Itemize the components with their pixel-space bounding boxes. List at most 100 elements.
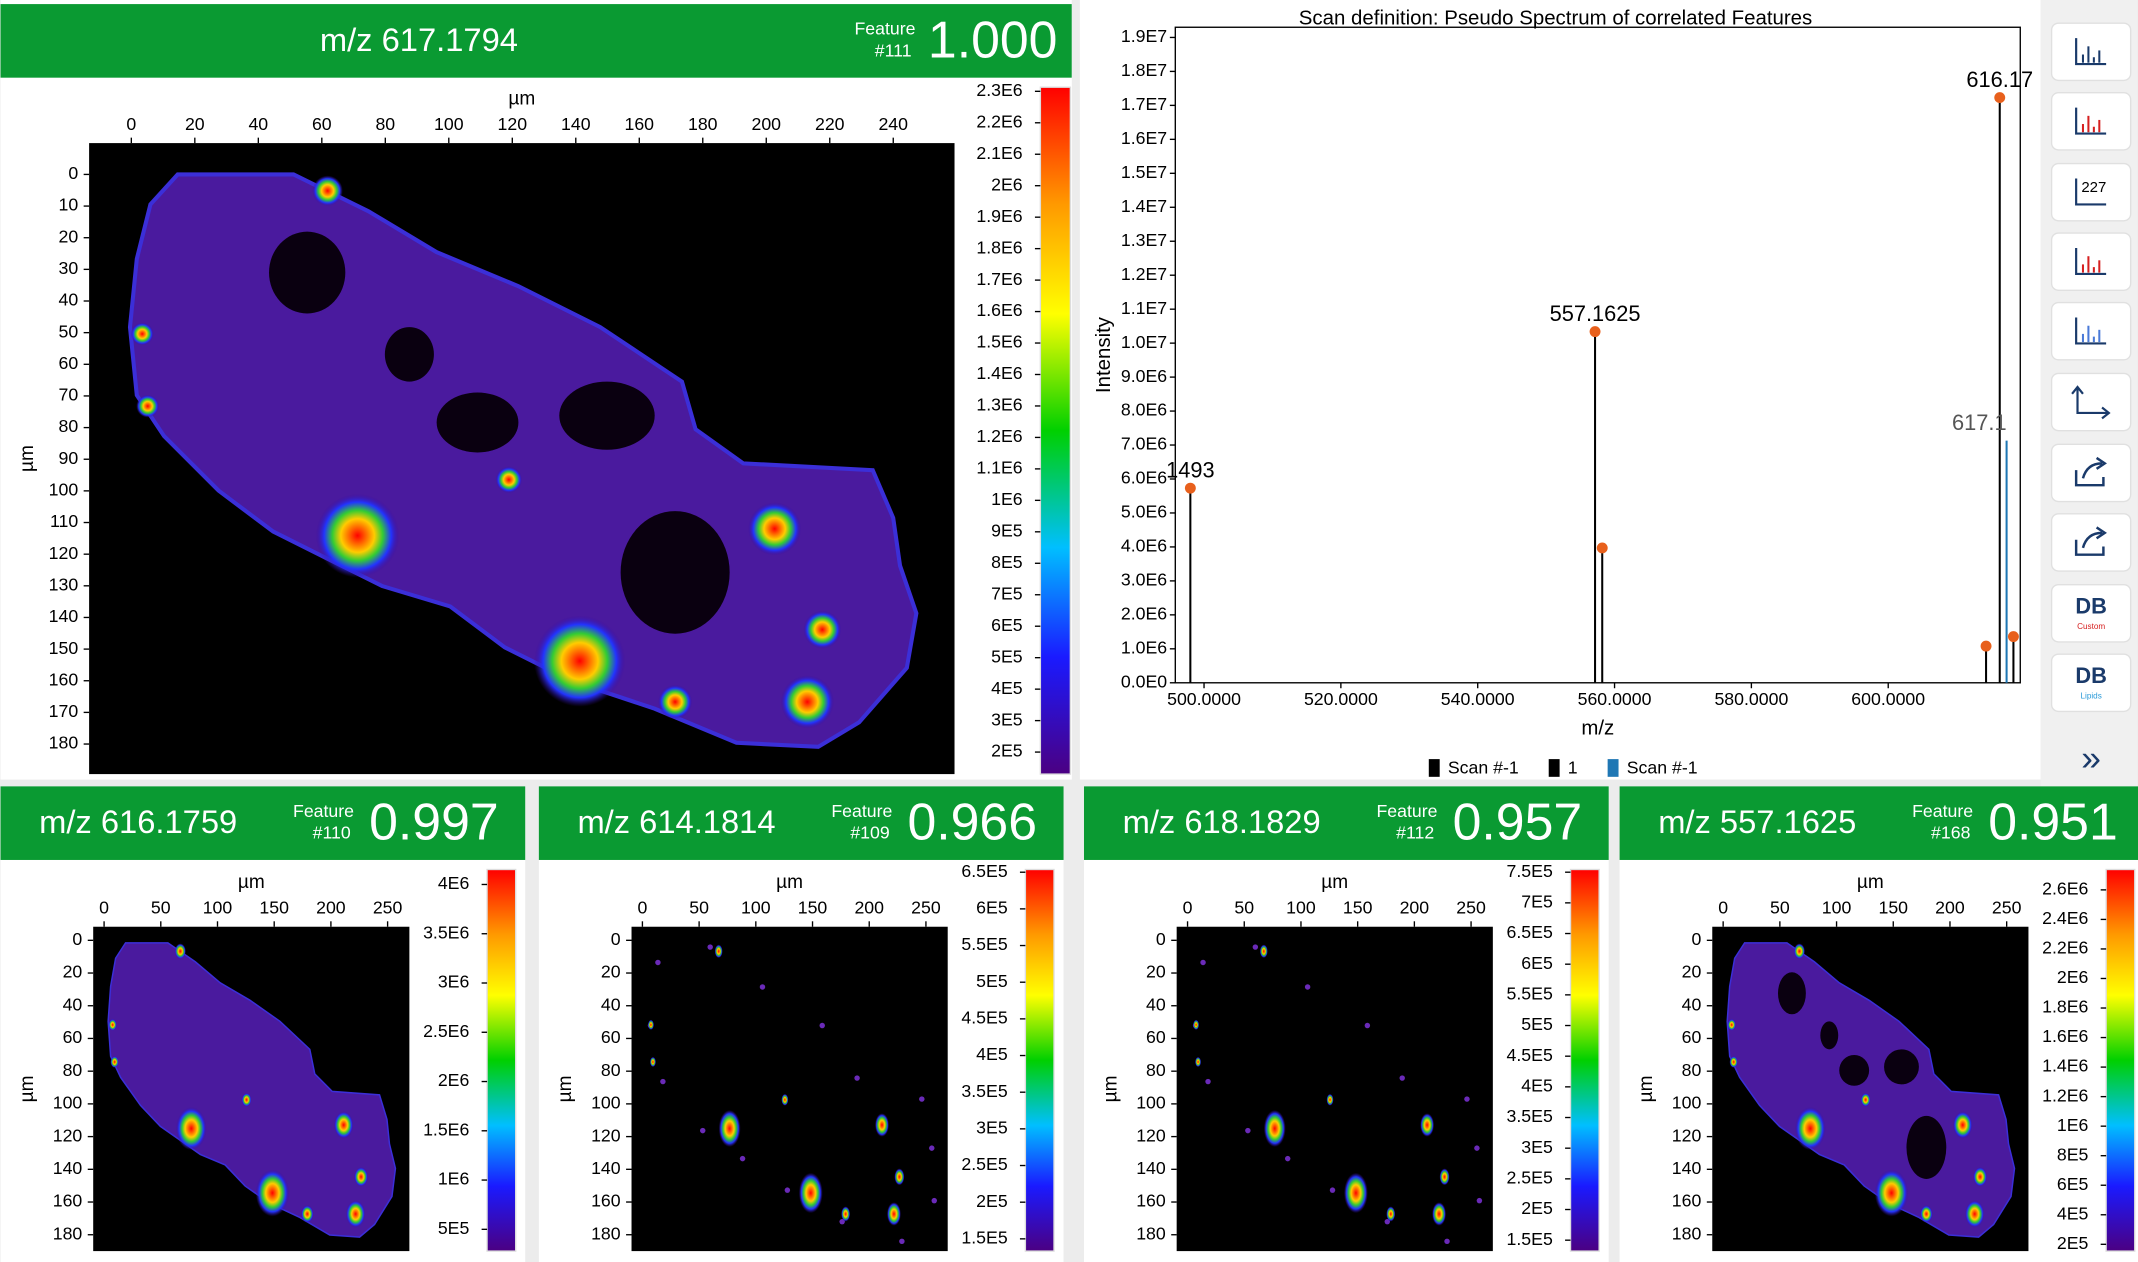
colorbar-tick-label: 1.8E6 (976, 237, 1022, 257)
speckle (899, 1238, 905, 1245)
peak-marker (1994, 92, 2006, 104)
colorbar-tick-label: 3.5E5 (1507, 1106, 1553, 1126)
y-tick-label: 10 (59, 195, 79, 215)
x-tick-label: 50 (1234, 898, 1254, 918)
hotspot (130, 322, 154, 346)
tissue-hole (269, 231, 346, 314)
y-tick-label: 100 (1672, 1093, 1702, 1113)
hotspot (1420, 1113, 1435, 1137)
toolbar-button[interactable] (2050, 91, 2132, 151)
colorbar-tick-label: 5.5E5 (961, 934, 1007, 954)
x-tick-label: 150 (1343, 898, 1373, 918)
x-tick-label: 50 (1770, 898, 1790, 918)
y-tick-label: 0 (1692, 929, 1702, 949)
colorbar-tick-label: 2E6 (991, 174, 1023, 194)
toolbar-button[interactable] (2050, 372, 2132, 432)
speckle (1304, 984, 1311, 990)
y-tick-label: 60 (1146, 1027, 1166, 1047)
colorbar-tick-label: 5E5 (438, 1218, 470, 1238)
speckle (660, 1078, 666, 1085)
toolbar-button[interactable] (2050, 232, 2132, 291)
y-tick-label: 40 (1146, 994, 1166, 1014)
feature-id: #110 (313, 823, 351, 843)
y-tick-label: 80 (1146, 1060, 1166, 1080)
y-tick-label: 120 (1672, 1125, 1702, 1145)
image-bg (631, 926, 948, 1252)
toolbar-button[interactable] (2050, 301, 2132, 361)
db-sublabel: Lipids (2080, 692, 2101, 701)
toolbar-button[interactable]: DB Custom (2050, 583, 2132, 643)
x-tick-label: 0 (99, 898, 109, 918)
colorbar-tick-label: 2.4E6 (2042, 908, 2088, 928)
y-tick-label: 1.9E7 (1121, 26, 1167, 46)
colorbar-tick-label: 3E5 (991, 709, 1023, 729)
panel-header[interactable] (1083, 786, 1609, 860)
speckle (759, 984, 766, 990)
y-tick-label: 0.0E0 (1121, 671, 1167, 691)
feature-id: #109 (850, 823, 889, 843)
colorbar-tick-label: 1.7E6 (976, 269, 1022, 289)
peak-marker (1596, 542, 1608, 554)
colorbar-tick-label: 3E5 (1521, 1137, 1553, 1157)
speckle (1399, 1075, 1405, 1081)
db-sublabel: Custom (2077, 622, 2105, 631)
y-tick-label: 180 (1672, 1223, 1702, 1243)
tissue-hole (1820, 1021, 1839, 1050)
hotspot (1195, 1056, 1202, 1067)
hotspot (841, 1206, 851, 1222)
tissue-hole (559, 381, 655, 450)
more-button[interactable]: » (2081, 738, 2101, 778)
panel-header[interactable] (538, 786, 1064, 860)
toolbar-button[interactable] (2050, 513, 2132, 572)
button-bg (2050, 162, 2132, 222)
hotspot (718, 1110, 741, 1147)
toolbar-button[interactable]: 227 (2050, 162, 2132, 222)
colorbar-tick-label: 1.9E6 (976, 206, 1022, 226)
y-tick-label: 20 (1682, 962, 1702, 982)
speckle (1364, 1022, 1371, 1029)
y-tick-label: 40 (1682, 994, 1702, 1014)
colorbar-tick-label: 8E5 (991, 552, 1023, 572)
y-tick-label: 110 (50, 511, 78, 531)
spectrum-panel-bg (1079, 0, 2041, 780)
colorbar-tick-label: 1.5E6 (976, 332, 1022, 352)
x-tick-label: 100 (1286, 898, 1316, 918)
legend-swatch (1548, 759, 1560, 777)
y-tick-label: 60 (59, 353, 79, 373)
image-bg (1176, 926, 1493, 1252)
colorbar-tick-label: 8E5 (2057, 1144, 2089, 1164)
y-tick-label: 30 (59, 258, 79, 278)
x-tick-label: 200 (316, 898, 346, 918)
y-tick-label: 70 (59, 385, 79, 405)
colorbar-tick-label: 6.5E5 (1507, 922, 1553, 942)
x-tick-label: 0 (637, 898, 647, 918)
y-tick-label: 20 (63, 962, 83, 982)
speckle (1464, 1096, 1470, 1102)
y-tick-label: 40 (601, 994, 621, 1014)
x-tick-label: 150 (1878, 898, 1908, 918)
feature-id: #112 (1396, 823, 1434, 843)
toolbar-button[interactable]: DB Lipids (2050, 653, 2132, 713)
hotspot (1259, 944, 1268, 958)
panel-header[interactable] (1619, 786, 2138, 860)
hotspot (1973, 1167, 1988, 1187)
feature-label: Feature (1912, 801, 1973, 821)
toolbar-button[interactable] (2050, 22, 2132, 82)
toolbar-button[interactable] (2050, 443, 2132, 503)
y-tick-label: 100 (49, 480, 79, 500)
y-tick-label: 80 (1682, 1060, 1702, 1080)
x-tick-label: 100 (434, 114, 464, 134)
colorbar-tick-label: 1E6 (2057, 1115, 2089, 1135)
y-axis-label: µm (1636, 1075, 1657, 1102)
y-axis-label: µm (17, 445, 38, 472)
speckle (1245, 1127, 1251, 1134)
mz-title: m/z 618.1829 (1123, 803, 1321, 840)
y-tick-label: 20 (601, 962, 621, 982)
panel-header[interactable] (0, 4, 1072, 78)
hotspot (1727, 1018, 1736, 1031)
panel-header[interactable] (0, 786, 526, 860)
hotspot (174, 943, 186, 960)
y-tick-label: 1.7E7 (1121, 94, 1167, 114)
y-tick-label: 50 (59, 321, 79, 341)
